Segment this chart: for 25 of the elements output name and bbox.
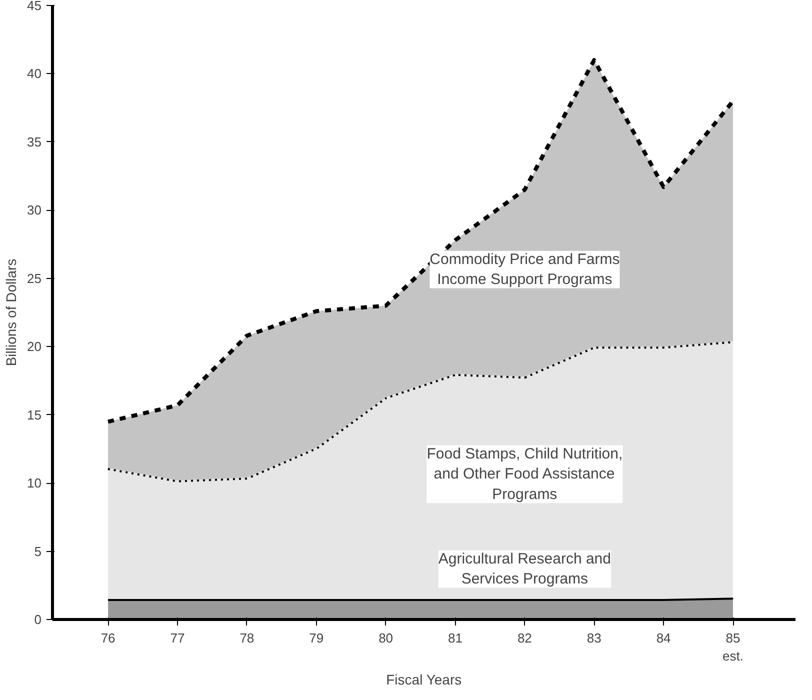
x-tick-label: 81 bbox=[448, 630, 462, 646]
x-tick-label: 76 bbox=[100, 630, 116, 646]
y-axis-title: Billions of Dollars bbox=[3, 258, 20, 366]
y-tick-label: 5 bbox=[34, 544, 42, 559]
y-tick-label: 45 bbox=[27, 0, 42, 13]
x-tick-label: 80 bbox=[378, 630, 394, 646]
x-tick-label: 83 bbox=[586, 630, 602, 646]
y-tick-label: 10 bbox=[27, 476, 42, 491]
series-label: Commodity Price and Farms Income Support Programs bbox=[430, 250, 620, 288]
series-label: Agricultural Research and Services Programs bbox=[438, 550, 611, 588]
series-label: Food Stamps, Child Nutrition, and Other Food Assistance Programs bbox=[426, 445, 623, 504]
y-tick-label: 20 bbox=[27, 339, 42, 354]
x-tick-label: 84 bbox=[656, 630, 671, 646]
y-tick-label: 25 bbox=[27, 270, 42, 286]
x-tick-label: 85 est. bbox=[722, 630, 744, 664]
y-tick-label: 35 bbox=[27, 134, 42, 150]
x-tick-label: 82 bbox=[517, 630, 532, 646]
y-tick-label: 30 bbox=[27, 202, 42, 218]
x-tick-label: 78 bbox=[240, 630, 254, 646]
y-tick-label: 40 bbox=[27, 66, 42, 82]
x-axis-title: Fiscal Years bbox=[386, 672, 462, 688]
x-tick-label: 77 bbox=[170, 630, 185, 646]
x-tick-label: 79 bbox=[309, 630, 324, 646]
y-tick-label: 0 bbox=[34, 612, 42, 627]
y-tick-label: 15 bbox=[27, 407, 42, 422]
